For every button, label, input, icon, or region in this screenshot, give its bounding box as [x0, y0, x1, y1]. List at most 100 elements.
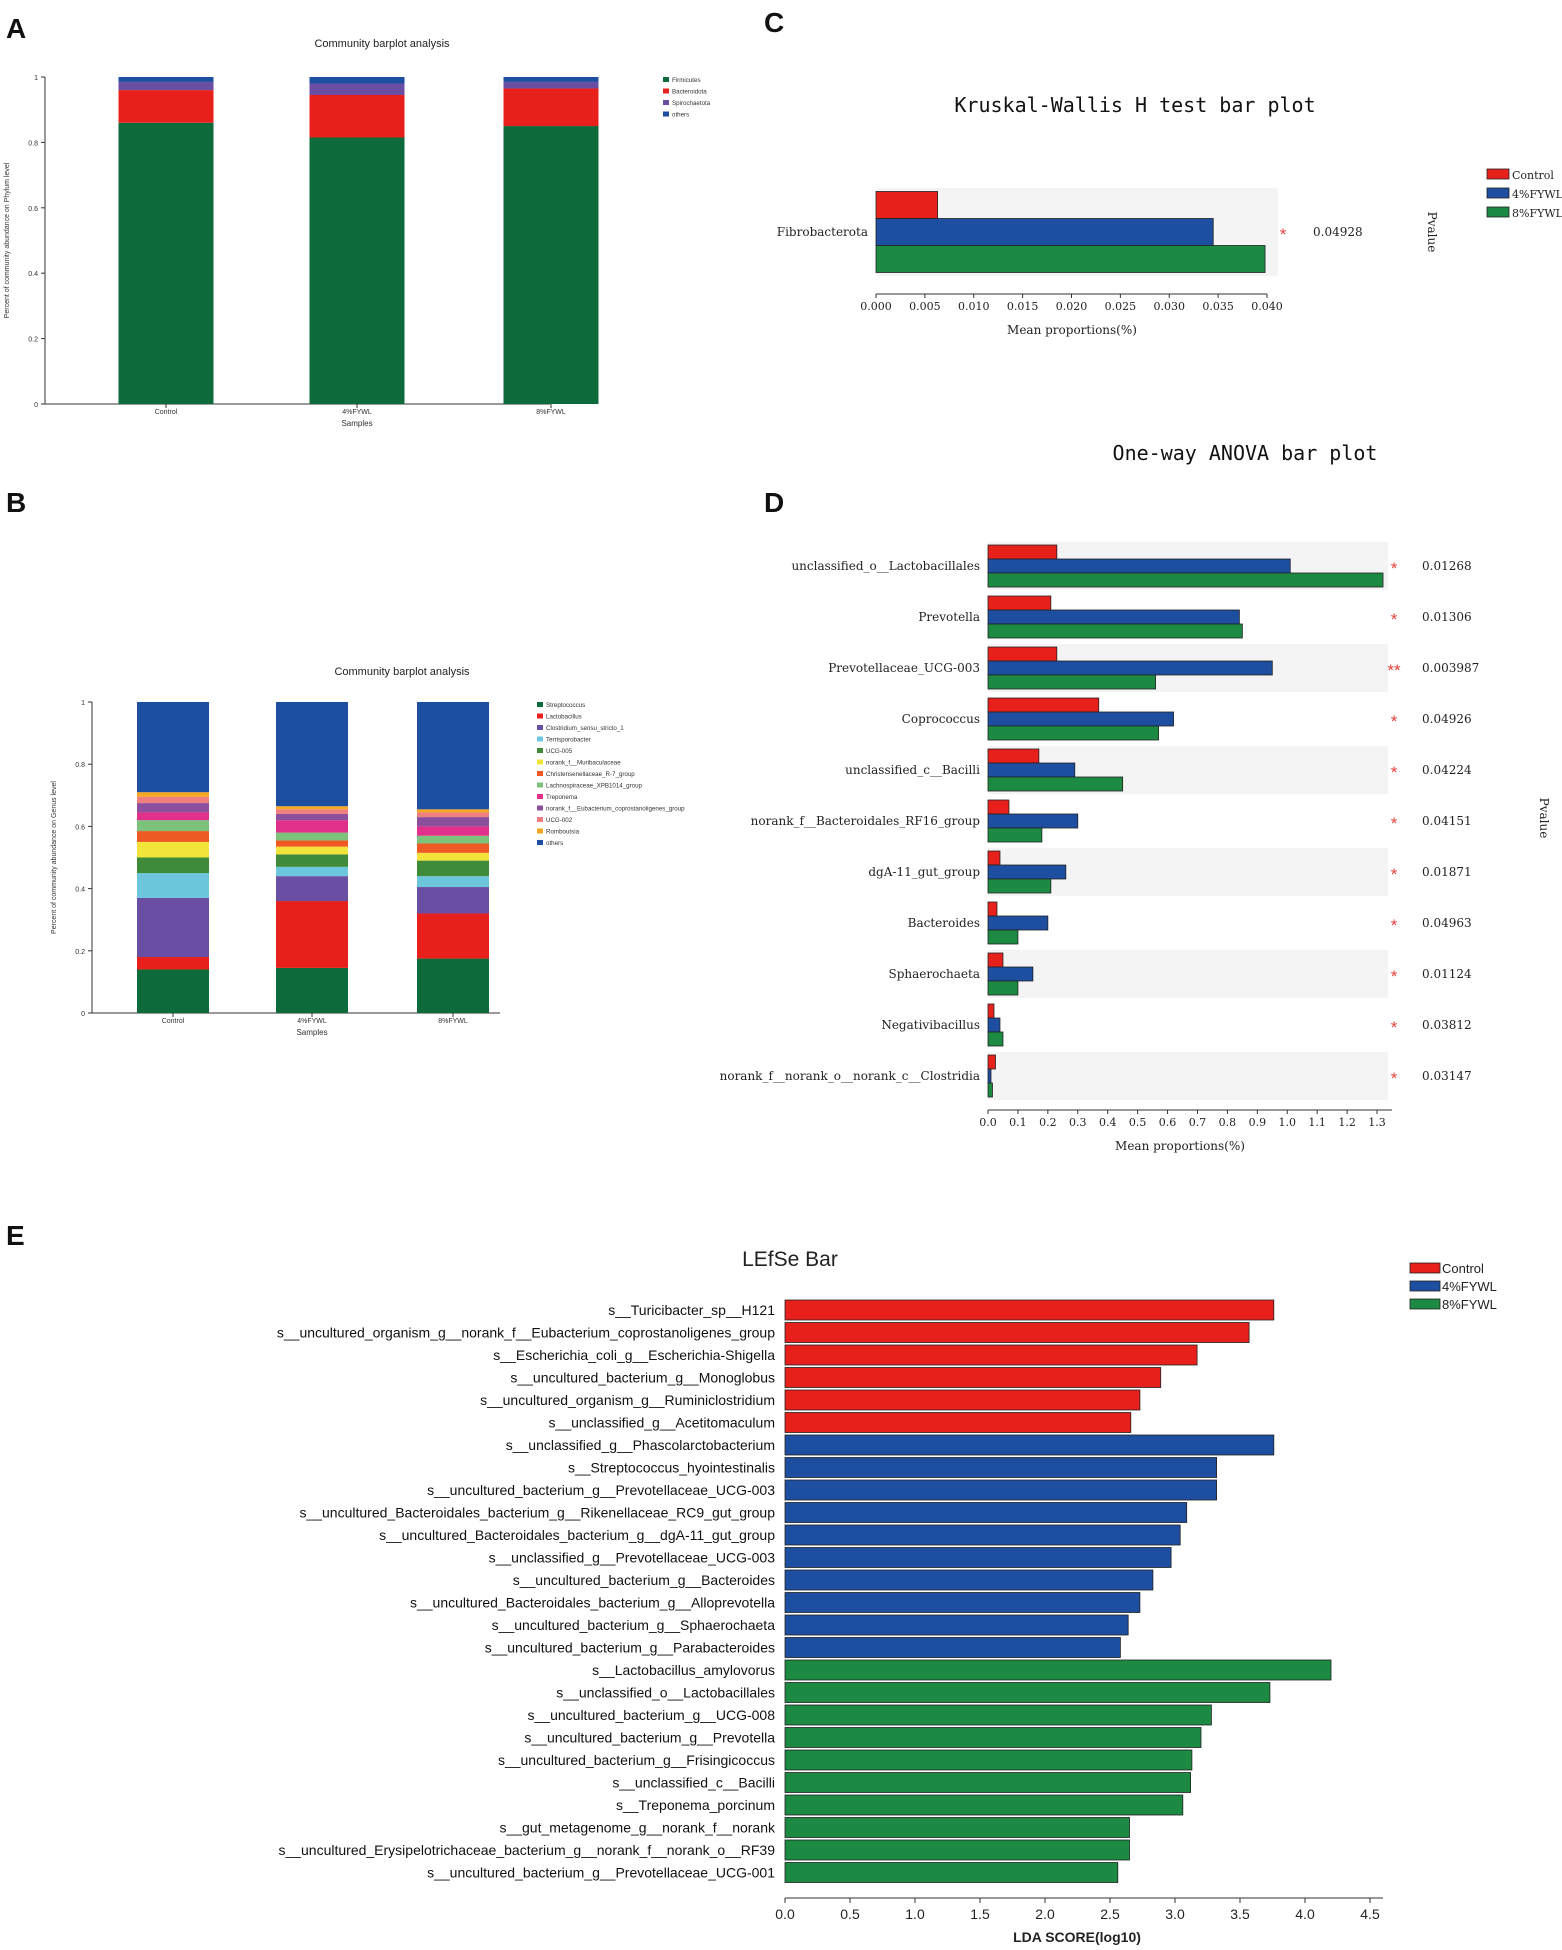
bar-sphaerochaeta-8-fywl — [987, 980, 1019, 996]
x-tick-label: 1.0 — [905, 1906, 925, 1922]
bar-segment-4-fywl-streptococcus — [276, 967, 348, 1013]
lda-bar-s-escherichia-coli-g-escherichia-shigella — [784, 1344, 1198, 1366]
y-tick-label: 0.4 — [75, 887, 85, 894]
x-tick-label: 1.5 — [970, 1906, 990, 1922]
bar-segment-8-fywl-streptococcus — [417, 958, 489, 1013]
bar-segment-4-fywl-treponema — [276, 820, 348, 833]
bar-segment-control-terrisporobacter — [137, 873, 209, 898]
panel-c-kruskal-wallis-plot: Kruskal-Wallis H test bar plot Fibrobacte… — [777, 93, 1562, 337]
lda-label-s-uncultured-organism-g-ruminiclostridium: s__uncultured_organism_g__Ruminiclostrid… — [480, 1392, 775, 1408]
panel-letter-a: A — [6, 13, 26, 44]
bar-unclassified-o-lactobacillales-control — [987, 544, 1058, 560]
lda-bar-s-uncultured-bacterium-g-prevotellaceae-ucg-003 — [784, 1479, 1218, 1501]
legend-swatch-norank-f-muribaculaceae — [537, 759, 543, 765]
legend-swatch-control — [1486, 168, 1510, 180]
bar-segment-control-treponema — [137, 812, 209, 821]
x-tick-label: 3.0 — [1165, 1906, 1185, 1922]
chart-title: One-way ANOVA bar plot — [1113, 441, 1378, 465]
y-tick-label: 1 — [34, 75, 38, 82]
lda-label-s-uncultured-bacterium-g-prevotellaceae-ucg-001: s__uncultured_bacterium_g__Prevotellacea… — [427, 1865, 775, 1881]
y-tick-label: 0.2 — [75, 949, 85, 956]
bar-segment-8-fywl-spirochaetota — [503, 81, 599, 89]
bar-segment-control-ucg-005 — [137, 857, 209, 874]
bar-segment-4-fywl-bacteroidota — [309, 94, 405, 138]
legend-label-lachnospiraceae-xpb1014-group: Lachnospiraceae_XPB1014_group — [546, 783, 643, 790]
lda-bar-s-uncultured-bacterium-g-parabacteroides — [784, 1637, 1121, 1658]
x-tick-label: 0.7 — [1189, 1116, 1207, 1129]
legend-swatch-ucg-005 — [537, 748, 543, 753]
bar-segment-4-fywl-firmicutes — [309, 137, 405, 404]
legend-swatch-8-fywl — [1486, 206, 1510, 218]
lda-bar-s-uncultured-bacterium-g-frisingicoccus — [784, 1749, 1193, 1771]
bar-segment-4-fywl-lachnospiraceae-xpb1014-group — [276, 832, 348, 841]
y-tick-label: 0 — [81, 1011, 85, 1018]
bar-negativibacillus-4-fywl — [987, 1017, 1001, 1033]
legend-label-streptococcus: Streptococcus — [546, 702, 585, 709]
lda-bar-s-uncultured-bacterium-g-prevotella — [784, 1727, 1202, 1748]
bar-segment-8-fywl-terrisporobacter — [417, 876, 489, 888]
pvalue-text: 0.01871 — [1422, 865, 1472, 879]
lda-label-s-uncultured-bacterium-g-prevotella: s__uncultured_bacterium_g__Prevotella — [524, 1730, 775, 1746]
lda-label-s-uncultured-bacteroidales-bacterium-g-rikenellaceae-rc9-gut-group: s__uncultured_Bacteroidales_bacterium_g_… — [299, 1505, 775, 1521]
chart-title: Kruskal-Wallis H test bar plot — [954, 93, 1315, 117]
category-label-sphaerochaeta: Sphaerochaeta — [888, 967, 980, 981]
bar-segment-control-streptococcus — [137, 969, 209, 1013]
lda-bar-s-unclassified-o-lactobacillales — [784, 1682, 1271, 1703]
pvalue-text: 0.04963 — [1422, 916, 1472, 930]
x-axis-label: Mean proportions(%) — [1007, 323, 1137, 337]
x-tick-label: 0.9 — [1249, 1116, 1267, 1129]
lda-label-s-uncultured-bacteroidales-bacterium-g-dga-11-gut-group: s__uncultured_Bacteroidales_bacterium_g_… — [379, 1527, 775, 1543]
y-tick-label: 0.4 — [28, 271, 38, 278]
lda-label-s-unclassified-g-prevotellaceae-ucg-003: s__unclassified_g__Prevotellaceae_UCG-00… — [489, 1550, 776, 1566]
lda-label-s-uncultured-bacteroidales-bacterium-g-alloprevotella: s__uncultured_Bacteroidales_bacterium_g_… — [410, 1595, 775, 1611]
bar-prevotella-8-fywl — [987, 623, 1243, 639]
x-tick-label: 1.3 — [1368, 1116, 1386, 1129]
x-tick-label: 0.4 — [1099, 1116, 1117, 1129]
legend-swatch-ucg-002 — [537, 817, 543, 822]
y-tick-label: 1 — [81, 700, 85, 707]
bar-segment-control-lachnospiraceae-xpb1014-group — [137, 820, 209, 832]
pvalue-axis-label: Pvalue — [1425, 212, 1439, 253]
bar-norank-f-norank-o-norank-c-clostridia-8-fywl — [987, 1082, 993, 1098]
lda-label-s-uncultured-bacterium-g-sphaerochaeta: s__uncultured_bacterium_g__Sphaerochaeta — [492, 1617, 776, 1633]
legend-label-norank-f-muribaculaceae: norank_f__Muribaculaceae — [546, 760, 621, 767]
pvalue-text: 0.01124 — [1422, 967, 1472, 981]
pvalue-text: 0.04151 — [1422, 814, 1472, 828]
x-tick-label: 0.025 — [1105, 300, 1137, 313]
bar-unclassified-c-bacilli-8-fywl — [987, 776, 1124, 792]
x-tick-label: 1.1 — [1308, 1116, 1326, 1129]
bar-sphaerochaeta-4-fywl — [987, 966, 1034, 982]
legend-label-treponema: Treponema — [546, 794, 578, 801]
bar-segment-control-bacteroidota — [118, 90, 214, 123]
lda-label-s-unclassified-o-lactobacillales: s__unclassified_o__Lactobacillales — [556, 1685, 775, 1701]
bar-segment-4-fywl-ucg-005 — [276, 854, 348, 867]
x-tick-label: 0.030 — [1154, 300, 1186, 313]
pvalue-text: 0.03147 — [1422, 1069, 1472, 1083]
legend-swatch-control — [1409, 1262, 1441, 1274]
legend-label-spirochaetota: Spirochaetota — [672, 100, 711, 107]
bar-segment-4-fywl-others — [276, 702, 348, 807]
chart-title: Community barplot analysis — [334, 666, 470, 678]
significance-marker: * — [1391, 712, 1398, 731]
lda-label-s-escherichia-coli-g-escherichia-shigella: s__Escherichia_coli_g__Escherichia-Shige… — [493, 1347, 775, 1363]
lda-bar-s-uncultured-bacterium-g-prevotellaceae-ucg-001 — [784, 1862, 1119, 1883]
bar-negativibacillus-8-fywl — [987, 1031, 1004, 1047]
legend-swatch-4-fywl — [1486, 187, 1510, 199]
legend-swatch-clostridium-sensu-stricto-1 — [537, 725, 543, 730]
bar-segment-control-norank-f-muribaculaceae — [137, 841, 209, 858]
lda-bar-s-streptococcus-hyointestinalis — [784, 1457, 1218, 1478]
y-tick-label: 0.2 — [28, 337, 38, 344]
legend-label-romboutsia: Romboutsia — [546, 829, 580, 836]
lda-label-s-uncultured-bacterium-g-bacteroides: s__uncultured_bacterium_g__Bacteroides — [513, 1572, 775, 1588]
legend-label-ucg-005: UCG-005 — [546, 748, 573, 755]
category-label-prevotellaceae-ucg-003: Prevotellaceae_UCG-003 — [828, 661, 980, 675]
bar-segment-4-fywl-christensenellaceae-r-7-group — [276, 840, 348, 847]
bar-prevotella-4-fywl — [987, 609, 1240, 625]
legend-swatch-bacteroidota — [663, 88, 669, 94]
legend-label-8-fywl: 8%FYWL — [1512, 207, 1562, 220]
panel-letter-e: E — [6, 1220, 25, 1251]
x-tick-label: 0.2 — [1039, 1116, 1057, 1129]
row-background-sphaerochaeta — [988, 950, 1388, 998]
bar-segment-4-fywl-others — [309, 77, 405, 84]
legend-swatch-streptococcus — [537, 702, 543, 707]
